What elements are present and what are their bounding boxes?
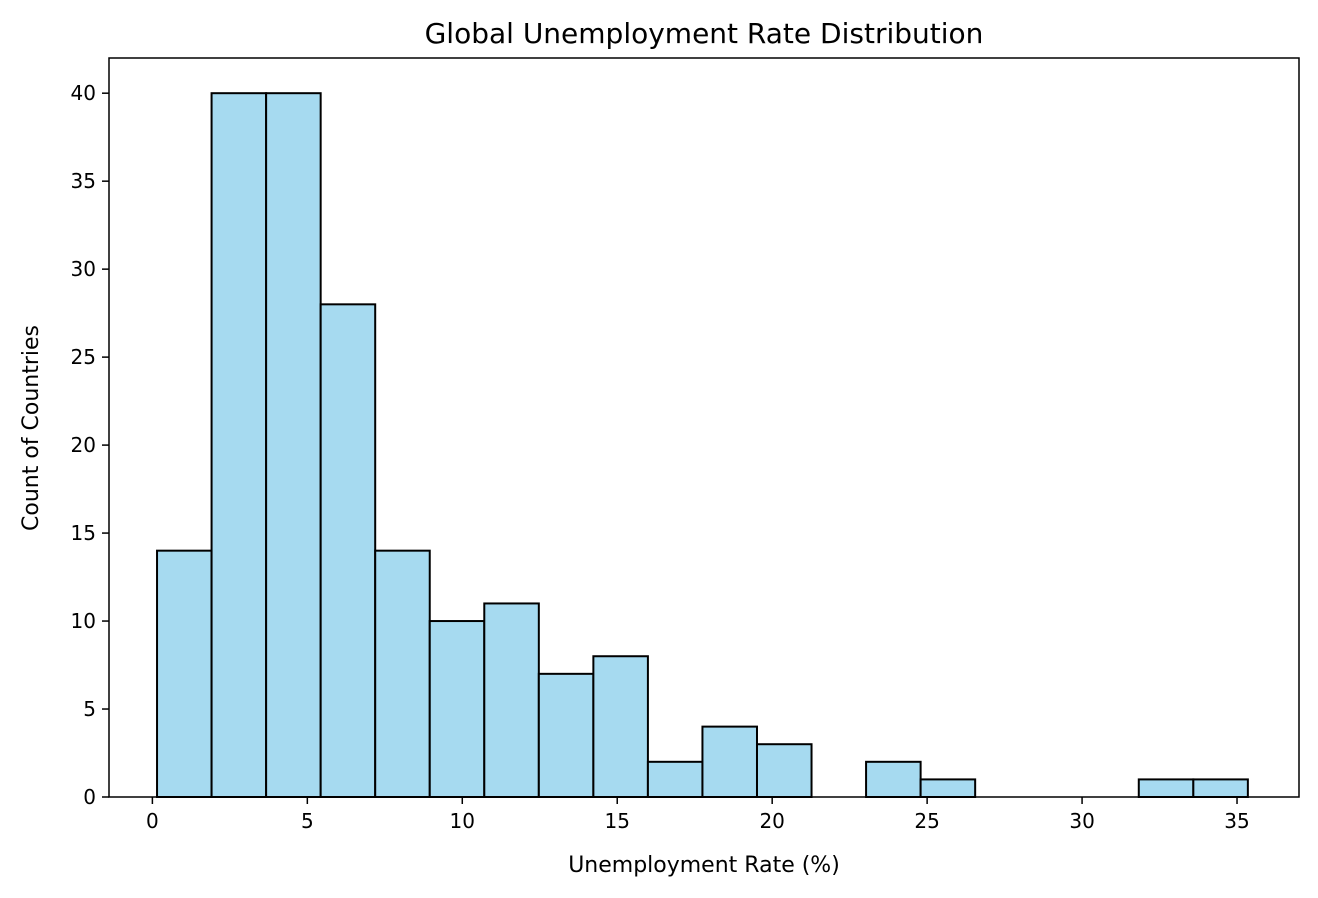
- x-tick-label: 20: [759, 809, 784, 833]
- x-tick-label: 30: [1069, 809, 1094, 833]
- plot-frame: [108, 57, 1300, 798]
- y-tick-label: 15: [71, 521, 96, 545]
- histogram-bar: [156, 549, 213, 799]
- y-axis: 0 5 10 15 20 25 30 35 40: [71, 81, 109, 809]
- y-axis-label: Count of Countries: [19, 325, 44, 531]
- x-tick-label: 5: [301, 809, 314, 833]
- histogram-bar: [210, 92, 268, 798]
- x-tick-label: 35: [1224, 809, 1249, 833]
- histogram-bar: [919, 778, 977, 799]
- y-tick-label: 5: [83, 697, 96, 721]
- y-tick-label: 35: [71, 169, 96, 193]
- histogram-bar: [1192, 778, 1249, 799]
- y-tick-label: 0: [83, 785, 96, 809]
- x-axis-label: Unemployment Rate (%): [568, 853, 840, 878]
- x-tick-label: 0: [146, 809, 159, 833]
- histogram-bar: [646, 760, 704, 798]
- x-tick-label: 10: [450, 809, 475, 833]
- histogram-bar: [374, 549, 431, 799]
- x-axis: 0 5 10 15 20 25 30 35: [146, 797, 1250, 833]
- histogram-bar: [483, 602, 540, 799]
- histogram-bar: [265, 92, 322, 798]
- bars-group: [156, 92, 1249, 799]
- histogram-bar: [701, 725, 758, 798]
- histogram-bar: [537, 672, 595, 798]
- y-tick-label: 20: [71, 433, 96, 457]
- y-tick-label: 10: [71, 609, 96, 633]
- histogram-bar: [592, 655, 649, 798]
- y-tick-label: 30: [71, 257, 96, 281]
- histogram-bar: [755, 743, 813, 799]
- chart-title: Global Unemployment Rate Distribution: [425, 17, 984, 50]
- histogram-bar: [428, 620, 486, 798]
- histogram-bar: [319, 303, 377, 798]
- histogram-bar: [1137, 778, 1195, 799]
- x-tick-label: 15: [605, 809, 630, 833]
- y-tick-label: 25: [71, 345, 96, 369]
- x-tick-label: 25: [914, 809, 939, 833]
- histogram-bar: [865, 760, 922, 798]
- y-tick-label: 40: [71, 81, 96, 105]
